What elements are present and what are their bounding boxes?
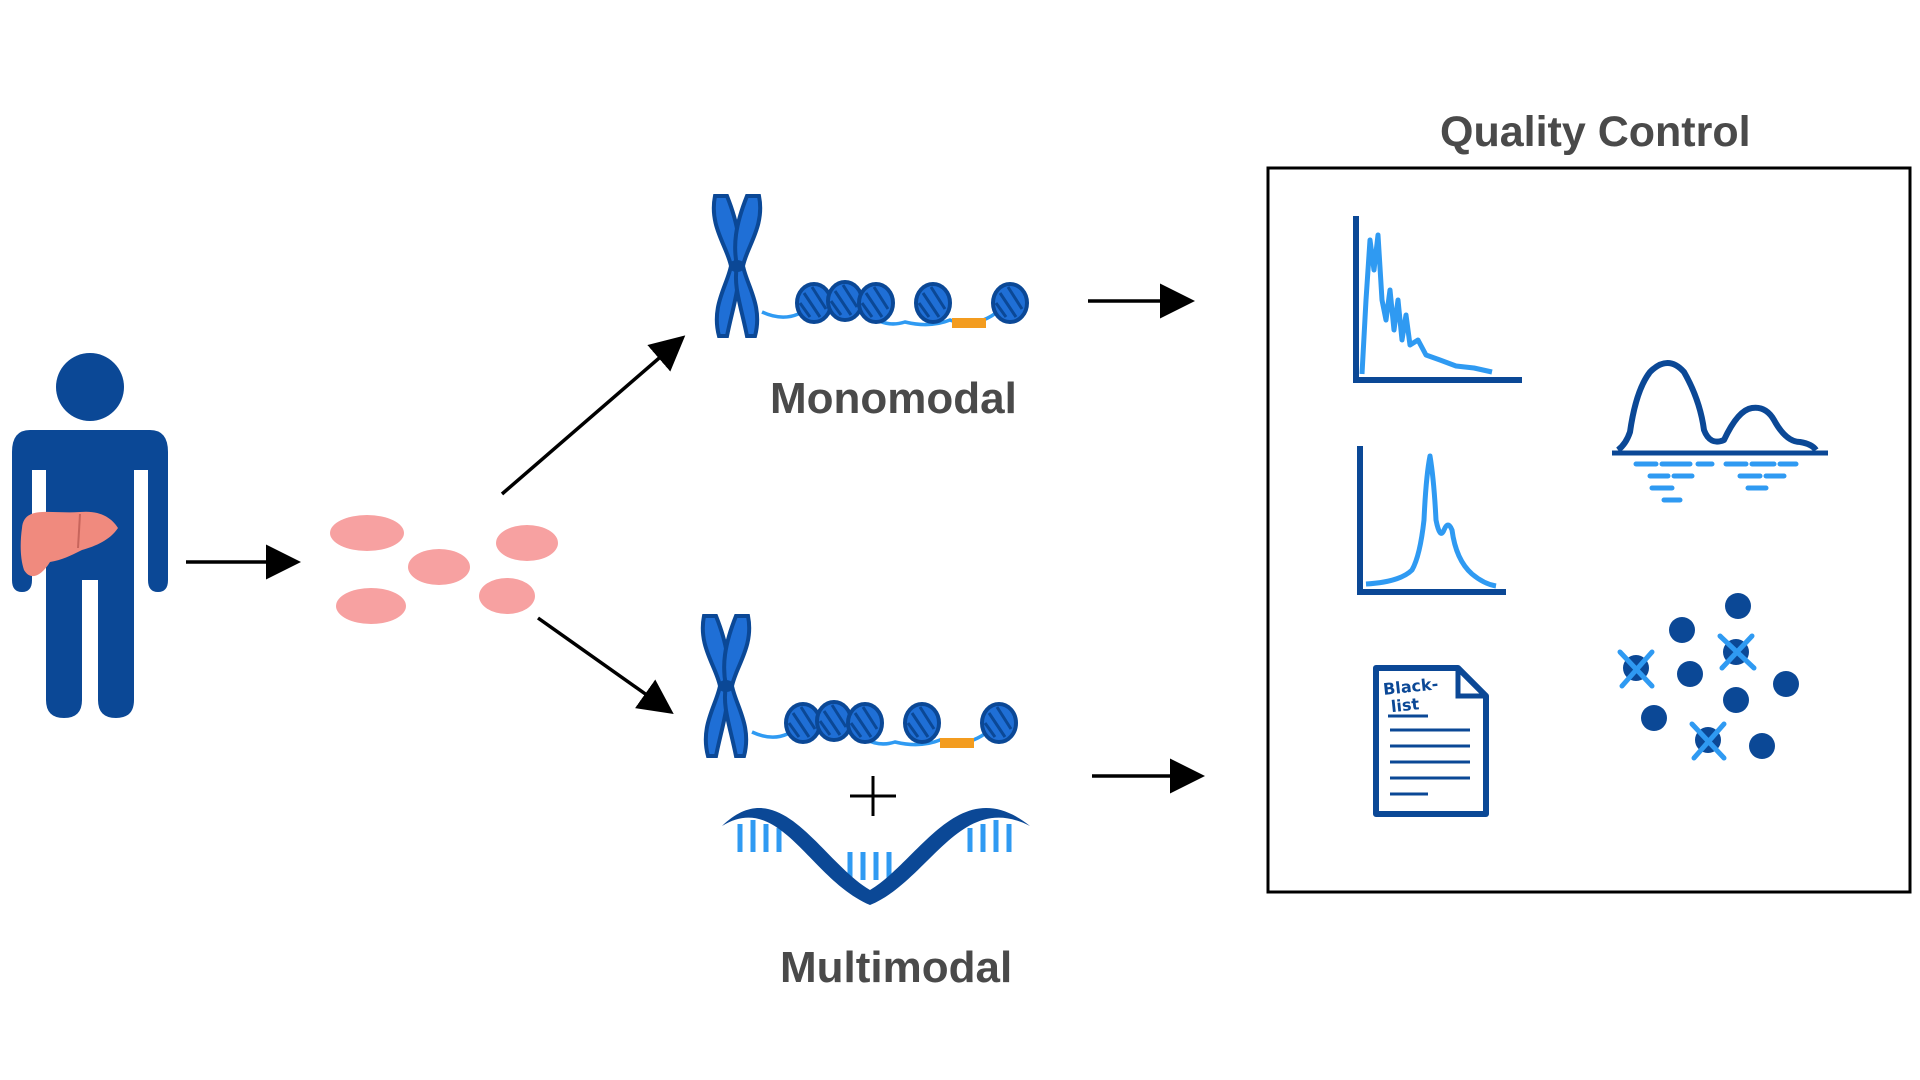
multimodal-label: Multimodal <box>780 943 1013 992</box>
liver-icon <box>20 511 118 577</box>
quality-control-box <box>1266 166 1912 894</box>
quality-control-title: Quality Control <box>1440 108 1751 156</box>
monomodal-chromatin-icon <box>711 194 1029 338</box>
multimodal-chromatin-icon <box>700 614 1018 758</box>
rna-strand-icon <box>722 808 1030 905</box>
person-icon <box>12 353 168 718</box>
monomodal-label: Monomodal <box>770 374 1017 423</box>
cells-icon <box>330 515 558 624</box>
fragment-histogram-icon <box>1353 216 1522 383</box>
density-peaks-icon <box>1612 360 1828 503</box>
plus-icon <box>850 776 896 816</box>
blacklist-document-icon <box>1373 665 1489 817</box>
arrow-to-monomodal <box>500 335 686 496</box>
blacklist-label: Black- list <box>1382 674 1441 717</box>
arrow-to-multimodal <box>536 616 674 715</box>
tss-peak-icon <box>1357 446 1506 595</box>
doublet-scatter-icon <box>1617 593 1799 761</box>
